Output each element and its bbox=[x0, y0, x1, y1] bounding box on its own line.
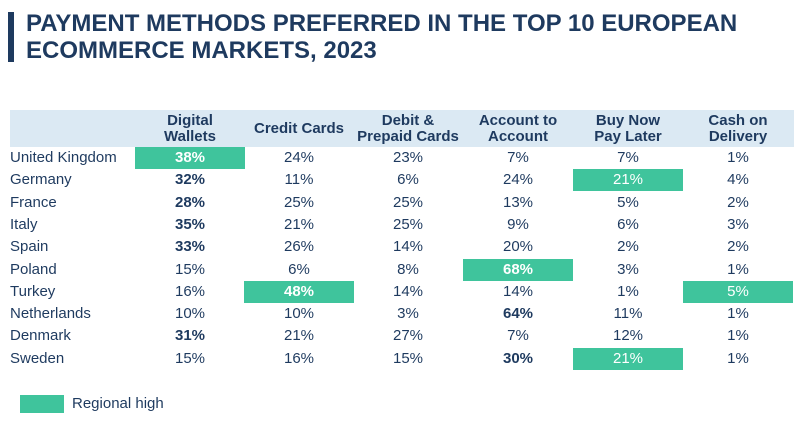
legend-label: Regional high bbox=[72, 395, 164, 412]
table-cell-regional-high: 5% bbox=[683, 280, 793, 303]
row-label-country: France bbox=[10, 193, 57, 211]
table-cell: 7% bbox=[507, 327, 529, 345]
table-cell: 1% bbox=[727, 260, 749, 278]
row-label-country: Turkey bbox=[10, 282, 56, 300]
row-label-country: United Kingdom bbox=[10, 149, 117, 166]
table-cell-regional-high: 48% bbox=[244, 280, 354, 303]
table-cell: 24% bbox=[283, 149, 315, 166]
table-cell: 1% bbox=[727, 149, 749, 166]
column-header: Account to Account bbox=[478, 111, 558, 145]
row-label-country: Netherlands bbox=[10, 305, 91, 323]
table-cell: 25% bbox=[392, 193, 424, 211]
table-cell: 31% bbox=[174, 327, 206, 345]
table-cell: 12% bbox=[612, 327, 644, 345]
legend-swatch bbox=[20, 395, 64, 413]
table-cell: 7% bbox=[617, 149, 639, 166]
table-cell: 25% bbox=[392, 215, 424, 233]
table-cell: 16% bbox=[174, 282, 206, 300]
row-label-country: Sweden bbox=[10, 349, 65, 367]
table-cell: 6% bbox=[617, 215, 639, 233]
column-header: Cash on Delivery bbox=[708, 111, 768, 145]
row-label-country: Germany bbox=[10, 171, 72, 189]
table-cell: 15% bbox=[174, 349, 206, 367]
table-cell: 14% bbox=[392, 282, 424, 300]
table-cell: 25% bbox=[283, 193, 315, 211]
table-cell: 6% bbox=[288, 260, 310, 278]
table-cell: 64% bbox=[502, 305, 534, 323]
table-cell: 13% bbox=[502, 193, 534, 211]
table-cell: 24% bbox=[502, 171, 534, 189]
column-header: Debit & Prepaid Cards bbox=[357, 111, 459, 145]
table-cell: 14% bbox=[502, 282, 534, 300]
column-header: Credit Cards bbox=[253, 119, 345, 137]
table-cell: 14% bbox=[392, 238, 424, 256]
table-cell: 20% bbox=[502, 238, 534, 256]
table-cell: 11% bbox=[284, 171, 314, 189]
page-title: PAYMENT METHODS PREFERRED IN THE TOP 10 … bbox=[26, 10, 738, 64]
table-cell: 27% bbox=[392, 327, 424, 345]
table-cell: 10% bbox=[283, 305, 315, 323]
table-cell: 15% bbox=[174, 260, 206, 278]
table-cell: 32% bbox=[174, 171, 206, 189]
table-cell: 5% bbox=[617, 193, 639, 211]
row-label-country: Spain bbox=[10, 238, 49, 256]
table-cell: 6% bbox=[397, 171, 419, 189]
row-label-country: Denmark bbox=[10, 327, 71, 345]
table-cell: 11% bbox=[613, 305, 643, 323]
table-cell: 16% bbox=[283, 349, 315, 367]
table-cell: 15% bbox=[392, 349, 424, 367]
table-cell: 10% bbox=[174, 305, 206, 323]
table-cell: 3% bbox=[617, 260, 639, 278]
table-cell: 1% bbox=[727, 327, 749, 345]
table-cell: 7% bbox=[507, 149, 529, 166]
table-cell: 3% bbox=[727, 215, 749, 233]
table-cell: 33% bbox=[174, 238, 206, 256]
table-cell: 23% bbox=[392, 149, 424, 166]
table-cell: 21% bbox=[283, 327, 315, 345]
table-cell: 2% bbox=[727, 193, 749, 211]
table-cell: 2% bbox=[617, 238, 639, 256]
table-cell: 1% bbox=[617, 282, 639, 300]
table-cell-regional-high: 21% bbox=[573, 169, 683, 192]
table-cell: 30% bbox=[502, 349, 534, 367]
row-label-country: Poland bbox=[10, 260, 57, 278]
row-label-country: Italy bbox=[10, 215, 38, 233]
table-cell: 9% bbox=[507, 215, 529, 233]
column-header: Digital Wallets bbox=[164, 111, 216, 145]
table-cell-regional-high: 21% bbox=[573, 347, 683, 370]
table-cell: 3% bbox=[397, 305, 419, 323]
table-cell: 4% bbox=[727, 171, 749, 189]
column-header: Buy Now Pay Later bbox=[594, 111, 662, 145]
table-cell-regional-high: 68% bbox=[463, 258, 573, 281]
table-cell: 1% bbox=[727, 305, 749, 323]
table-header-band bbox=[10, 110, 794, 147]
table-cell: 26% bbox=[283, 238, 315, 256]
table-cell: 28% bbox=[174, 193, 206, 211]
table-cell-regional-high: 38% bbox=[135, 147, 245, 169]
table-cell: 35% bbox=[174, 215, 206, 233]
table-cell: 1% bbox=[727, 349, 749, 367]
table-cell: 8% bbox=[397, 260, 419, 278]
title-accent-bar bbox=[8, 12, 14, 62]
table-cell: 21% bbox=[283, 215, 315, 233]
table-cell: 2% bbox=[727, 238, 749, 256]
